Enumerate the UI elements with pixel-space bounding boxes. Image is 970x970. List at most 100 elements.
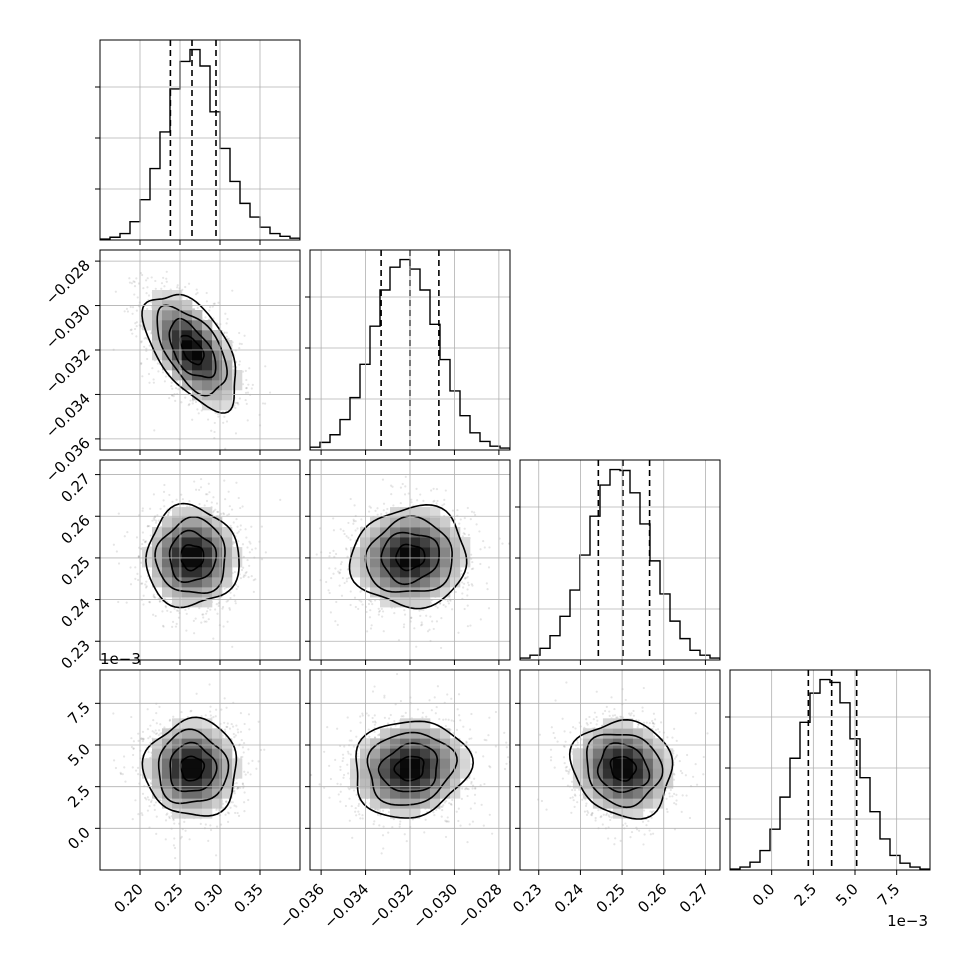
scatter-point [410,501,413,504]
scatter-point [140,341,143,344]
scatter-point [194,488,198,491]
scatter-point [193,480,196,483]
pair-inner [112,270,272,450]
density-cell [222,390,233,401]
scatter-point [227,513,231,516]
scatter-point [430,489,433,492]
scatter-point [146,357,149,361]
scatter-point [245,402,248,405]
density-cell [142,557,153,568]
scatter-point [251,383,254,386]
scatter-point [134,322,137,325]
scatter-point [153,804,156,807]
scatter-point [460,572,464,576]
scatter-point [237,403,240,406]
scatter-point [176,284,179,287]
scatter-point [171,394,174,397]
scatter-point [250,387,253,390]
scatter-point [144,586,148,589]
scatter-point [333,555,336,558]
scatter-point [368,505,371,508]
scatter-point [189,399,192,402]
scatter-point [432,500,435,503]
density-cell [172,537,183,548]
scatter-point [460,569,463,573]
scatter-point [397,639,401,642]
scatter-point [145,585,148,588]
scatter-point [234,599,237,603]
scatter-point [325,580,328,584]
density-cell [450,567,461,578]
histogram-step [520,468,720,660]
scatter-point [205,620,208,623]
panel-frame [99,39,301,241]
scatter-point [157,370,160,373]
scatter-point [238,363,241,366]
scatter-point [377,613,380,616]
scatter-point [196,306,199,310]
scatter-point [128,277,131,280]
density-cell [440,567,451,578]
density-cell [162,527,173,538]
scatter-point [238,342,241,345]
scatter-point [213,421,216,425]
scatter-point [240,568,244,572]
density-cell [360,567,371,578]
density-cell [202,597,213,608]
scatter-point [221,605,225,609]
density-cell [212,400,223,411]
scatter-point [134,566,137,569]
scatter-point [187,282,191,285]
scatter-point [391,485,394,488]
scatter-point [341,576,344,580]
density-cell [172,350,183,361]
scatter-point [172,395,175,398]
hist-panel-2 [515,459,721,665]
scatter-point [244,391,248,394]
scatter-point [161,624,165,627]
density-cell [380,587,391,598]
density-cell [212,360,223,371]
scatter-point [329,611,332,614]
density-cell [212,390,223,401]
scatter-point [474,513,477,517]
scatter-point [415,487,418,490]
density-cell [202,370,213,381]
scatter-point [199,486,203,489]
scatter-point [137,282,141,285]
scatter-point [478,530,481,533]
scatter-point [370,624,373,627]
scatter-point [205,499,209,503]
density-cell [152,557,163,568]
scatter-point [238,360,242,363]
scatter-point [456,508,459,512]
scatter-point [349,497,352,501]
pair-panel-0-3: 0.20 0.25 0.30 0.350.02.55.07.5 [64,669,301,916]
scatter-point [246,558,249,562]
scatter-point [145,292,148,295]
scatter-point [233,789,236,793]
scatter-point [125,601,128,604]
scatter-point [221,607,224,610]
scatter-point [407,492,410,495]
scatter-point [235,481,238,484]
density-cell [182,370,193,381]
scatter-point [217,301,220,304]
scatter-point [153,429,156,432]
scatter-point [169,610,172,614]
scatter-point [146,524,150,528]
scatter-point [223,332,226,335]
scatter-point [227,490,230,493]
density-cell [152,290,163,301]
scatter-point [457,631,460,634]
scatter-point [152,493,155,496]
scatter-point [241,383,245,386]
density-cell [182,360,193,371]
density-cell [212,517,223,528]
scatter-point [334,552,338,556]
scatter-point [224,312,227,315]
scatter-point [150,332,153,335]
scatter-point [479,562,482,566]
density-cell [152,577,163,588]
density-cell [370,567,381,578]
